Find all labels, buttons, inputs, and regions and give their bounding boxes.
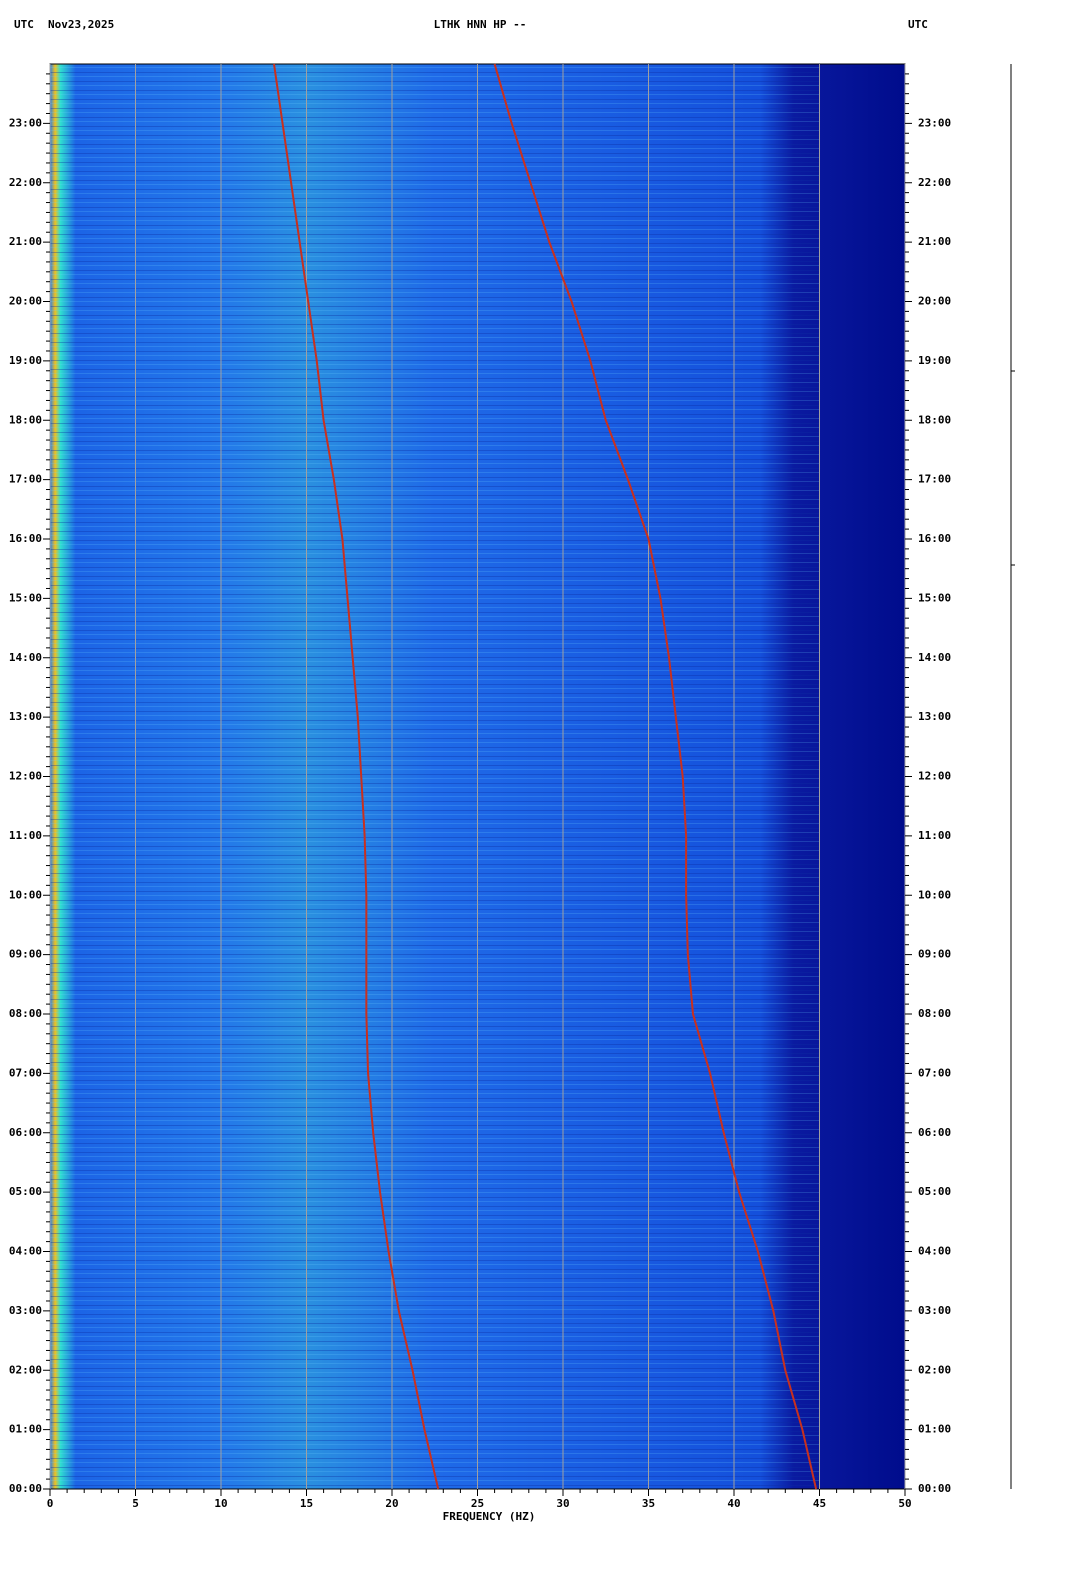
y-tick-label: 15:00 xyxy=(9,591,42,604)
y-tick-label: 18:00 xyxy=(9,413,42,426)
y-tick-label-right: 02:00 xyxy=(918,1363,951,1376)
y-tick-label: 02:00 xyxy=(9,1363,42,1376)
y-tick-label: 23:00 xyxy=(9,116,42,129)
y-tick-label: 03:00 xyxy=(9,1304,42,1317)
y-tick-label: 00:00 xyxy=(9,1482,42,1495)
x-tick-label: 50 xyxy=(898,1497,911,1510)
y-tick-label-right: 07:00 xyxy=(918,1066,951,1079)
y-tick-label-right: 04:00 xyxy=(918,1245,951,1258)
y-tick-label-right: 09:00 xyxy=(918,948,951,961)
y-tick-label: 05:00 xyxy=(9,1185,42,1198)
y-tick-label-right: 22:00 xyxy=(918,176,951,189)
y-tick-label: 21:00 xyxy=(9,235,42,248)
y-tick-label-right: 18:00 xyxy=(918,413,951,426)
y-tick-label-right: 00:00 xyxy=(918,1482,951,1495)
y-tick-label-right: 08:00 xyxy=(918,1007,951,1020)
y-tick-label: 10:00 xyxy=(9,888,42,901)
y-tick-label: 20:00 xyxy=(9,295,42,308)
y-tick-label: 04:00 xyxy=(9,1245,42,1258)
y-tick-label: 01:00 xyxy=(9,1423,42,1436)
y-tick-label-right: 01:00 xyxy=(918,1423,951,1436)
spectral-track xyxy=(493,63,818,1490)
y-tick-label: 11:00 xyxy=(9,829,42,842)
header-date: Nov23,2025 xyxy=(48,18,114,31)
y-tick-label: 16:00 xyxy=(9,532,42,545)
y-tick-label-right: 05:00 xyxy=(918,1185,951,1198)
header-utc-right: UTC xyxy=(908,18,928,31)
y-tick-label-right: 10:00 xyxy=(918,888,951,901)
y-tick-label-right: 13:00 xyxy=(918,710,951,723)
y-tick-label-right: 12:00 xyxy=(918,770,951,783)
y-tick-label: 12:00 xyxy=(9,770,42,783)
x-tick-label: 5 xyxy=(132,1497,139,1510)
x-tick-label: 25 xyxy=(471,1497,484,1510)
x-tick-label: 30 xyxy=(556,1497,569,1510)
y-tick-label-right: 15:00 xyxy=(918,591,951,604)
x-tick-label: 10 xyxy=(214,1497,227,1510)
x-tick-label: 15 xyxy=(300,1497,313,1510)
y-tick-label-right: 14:00 xyxy=(918,651,951,664)
y-tick-label: 07:00 xyxy=(9,1066,42,1079)
spectral-track xyxy=(273,63,440,1490)
y-tick-label-right: 16:00 xyxy=(918,532,951,545)
y-tick-label-right: 03:00 xyxy=(918,1304,951,1317)
y-tick-label-right: 20:00 xyxy=(918,295,951,308)
header-utc: UTC xyxy=(14,18,34,31)
x-axis-label: FREQUENCY (HZ) xyxy=(443,1510,536,1523)
y-tick-label-right: 19:00 xyxy=(918,354,951,367)
chart-title: LTHK HNN HP -- xyxy=(434,18,527,31)
y-tick-label: 09:00 xyxy=(9,948,42,961)
y-tick-label: 08:00 xyxy=(9,1007,42,1020)
y-tick-label-right: 21:00 xyxy=(918,235,951,248)
y-tick-label-right: 06:00 xyxy=(918,1126,951,1139)
x-tick-label: 0 xyxy=(47,1497,54,1510)
x-tick-label: 35 xyxy=(642,1497,655,1510)
y-tick-label: 22:00 xyxy=(9,176,42,189)
y-tick-label-right: 23:00 xyxy=(918,116,951,129)
y-tick-label: 14:00 xyxy=(9,651,42,664)
y-tick-label: 06:00 xyxy=(9,1126,42,1139)
spectrogram-texture xyxy=(50,64,820,1489)
x-tick-label: 20 xyxy=(385,1497,398,1510)
y-tick-label: 13:00 xyxy=(9,710,42,723)
x-tick-label: 45 xyxy=(813,1497,826,1510)
y-tick-label: 19:00 xyxy=(9,354,42,367)
y-tick-label-right: 11:00 xyxy=(918,829,951,842)
y-tick-label: 17:00 xyxy=(9,473,42,486)
y-tick-label-right: 17:00 xyxy=(918,473,951,486)
x-tick-label: 40 xyxy=(727,1497,740,1510)
